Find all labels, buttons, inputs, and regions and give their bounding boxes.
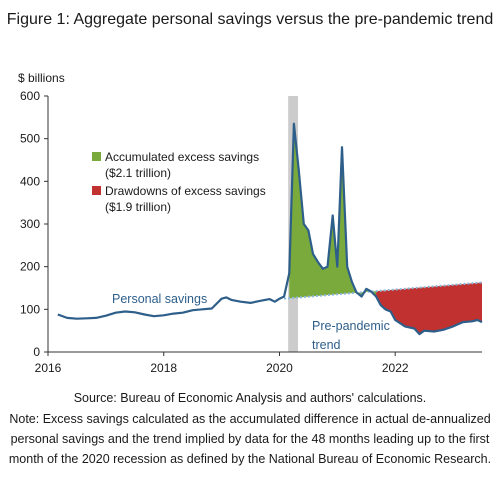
y-tick-label: 600 (20, 89, 40, 103)
legend-swatch-excess (92, 152, 101, 161)
x-tick-label: 2022 (382, 361, 409, 375)
legend-label-drawdown: Drawdowns of excess savings (105, 184, 266, 198)
trend-line (284, 281, 483, 300)
y-tick-label: 400 (20, 174, 40, 188)
chart-source: Source: Bureau of Economic Analysis and … (73, 391, 427, 405)
personal-savings-line (57, 122, 483, 336)
y-tick-label: 0 (33, 345, 40, 359)
legend-label-excess: Accumulated excess savings (105, 150, 259, 164)
x-tick-label: 2016 (35, 361, 62, 375)
annotation-trend: trend (312, 338, 341, 352)
y-tick-label: 500 (20, 132, 40, 146)
y-tick-label: 200 (20, 260, 40, 274)
drawdown-area (376, 282, 482, 335)
annotation-pre-pandemic: Pre-pandemic (312, 319, 390, 333)
x-tick-label: 2018 (150, 361, 177, 375)
excess-savings-area (289, 123, 377, 299)
y-tick-label: 300 (20, 217, 40, 231)
annotation-personal-savings: Personal savings (112, 292, 207, 306)
legend-swatch-drawdown (92, 186, 101, 195)
legend-sublabel-excess: ($2.1 trillion) (105, 166, 171, 180)
x-tick-label: 2020 (266, 361, 293, 375)
y-axis-label: $ billions (18, 71, 65, 85)
y-tick-label: 100 (20, 302, 40, 316)
legend-sublabel-drawdown: ($1.9 trillion) (105, 200, 171, 214)
chart-title: Figure 1: Aggregate personal savings ver… (6, 11, 494, 28)
chart: 0 100 200 300 400 500 600 2016 2018 2020 2022 $ bil… (18, 71, 483, 375)
chart-note: Note: Excess savings calculated as the a… (8, 412, 492, 466)
